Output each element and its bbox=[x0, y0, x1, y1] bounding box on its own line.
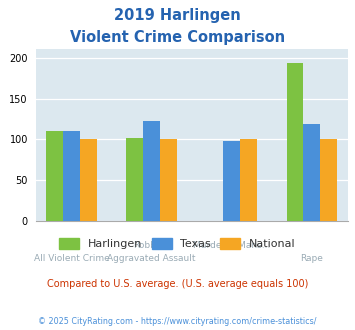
Text: 2019 Harlingen: 2019 Harlingen bbox=[114, 8, 241, 23]
Legend: Harlingen, Texas, National: Harlingen, Texas, National bbox=[55, 234, 300, 253]
Bar bbox=[160, 139, 177, 221]
Text: Aggravated Assault: Aggravated Assault bbox=[108, 254, 196, 263]
Bar bbox=[320, 139, 337, 221]
Bar bbox=[143, 121, 160, 221]
Bar bbox=[126, 138, 143, 221]
Text: Violent Crime Comparison: Violent Crime Comparison bbox=[70, 30, 285, 45]
Bar bbox=[240, 139, 257, 221]
Bar bbox=[286, 63, 304, 221]
Bar bbox=[223, 141, 240, 221]
Text: Compared to U.S. average. (U.S. average equals 100): Compared to U.S. average. (U.S. average … bbox=[47, 279, 308, 289]
Text: © 2025 CityRating.com - https://www.cityrating.com/crime-statistics/: © 2025 CityRating.com - https://www.city… bbox=[38, 317, 317, 326]
Bar bbox=[304, 124, 320, 221]
Text: Robbery: Robbery bbox=[133, 241, 170, 249]
Text: Murder & Mans...: Murder & Mans... bbox=[193, 241, 271, 249]
Text: Rape: Rape bbox=[300, 254, 323, 263]
Text: All Violent Crime: All Violent Crime bbox=[34, 254, 109, 263]
Bar bbox=[80, 139, 97, 221]
Bar bbox=[63, 131, 80, 221]
Bar bbox=[46, 131, 63, 221]
